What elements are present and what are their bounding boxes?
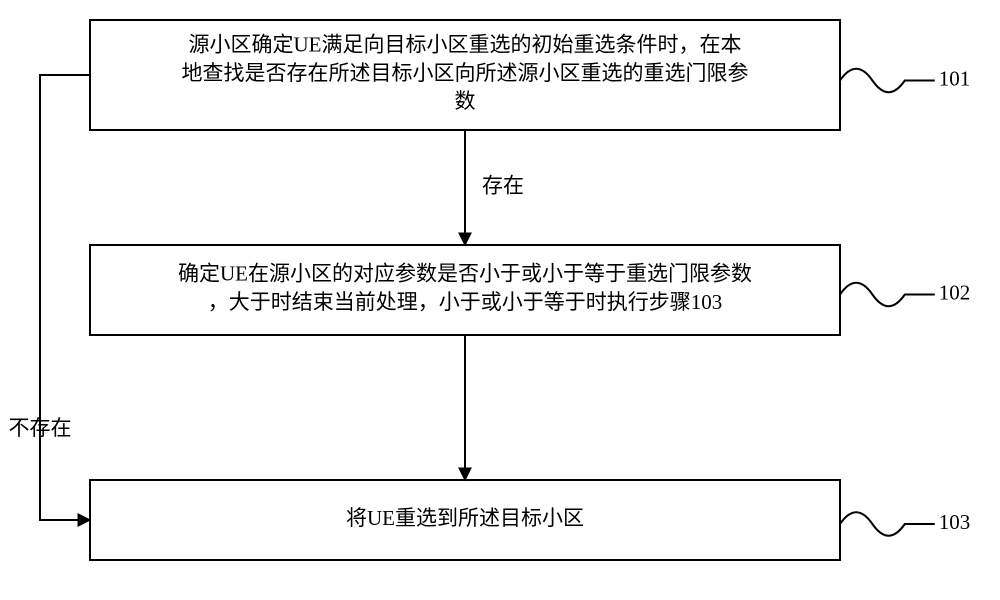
ref-leader-101	[840, 69, 935, 92]
edge-e_101_103_left	[40, 75, 90, 520]
flow-node-n101-line2: 数	[455, 89, 476, 113]
edge-e_101_102-label: 存在	[482, 173, 524, 197]
flow-node-n102-line1: ，大于时结束当前处理，小于或小于等于时执行步骤103	[208, 290, 723, 314]
ref-leader-103	[840, 512, 935, 535]
flow-node-n101-line0: 源小区确定UE满足向目标小区重选的初始重选条件时，在本	[189, 32, 742, 56]
flow-node-n103-line0: 将UE重选到所述目标小区	[346, 506, 584, 530]
flow-node-n102-line0: 确定UE在源小区的对应参数是否小于或小于等于重选门限参数	[178, 262, 752, 286]
ref-label-101: 101	[939, 66, 971, 90]
ref-label-102: 102	[939, 280, 971, 304]
flow-node-n101-line1: 地查找是否存在所述目标小区向所述源小区重选的重选门限参	[182, 61, 749, 85]
ref-label-103: 103	[939, 510, 971, 534]
ref-leader-102	[840, 283, 935, 306]
edge-e_101_103_left-label: 不存在	[9, 416, 72, 440]
